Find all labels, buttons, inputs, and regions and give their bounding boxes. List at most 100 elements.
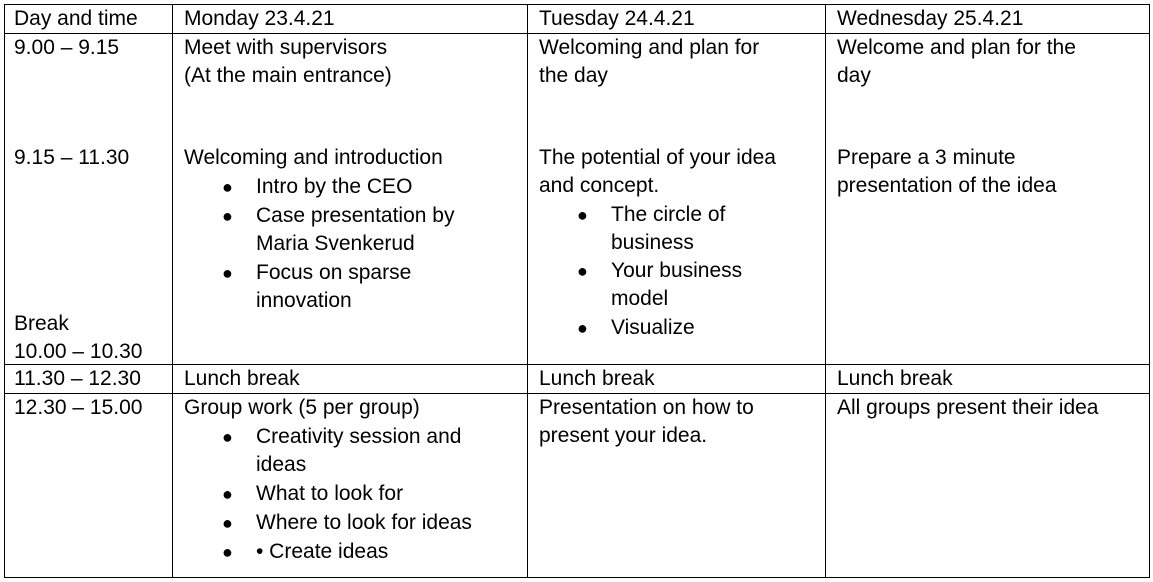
monday-pm-bullets-c: ● Where to look for ideas <box>184 509 472 537</box>
list-item-line1: Focus on sparse <box>256 261 412 284</box>
tuesday-potential-line2: and concept. <box>539 174 660 197</box>
header-wednesday-text: Wednesday 25.4.21 <box>837 7 1024 30</box>
wednesday-welcome: Welcome and plan for the day <box>837 34 1076 90</box>
list-item-line1: Where to look for ideas <box>256 511 472 534</box>
wednesday-prepare-line1: Prepare a 3 minute <box>837 146 1016 169</box>
monday-meet-line1: Meet with supervisors <box>184 36 388 59</box>
tuesday-potential-line1: The potential of your idea <box>539 146 776 169</box>
list-item-line1: What to look for <box>256 482 404 505</box>
list-item-line1: Creativity session and <box>256 425 462 448</box>
wednesday-lunch: Lunch break <box>837 365 953 393</box>
list-item-line1: The circle of <box>611 203 726 226</box>
wednesday-lunch-text: Lunch break <box>837 367 953 390</box>
list-item: ● Creativity session and ideas <box>184 423 461 479</box>
list-item-line1: • Create ideas <box>256 540 389 563</box>
monday-pm-bullets-b: ● What to look for <box>184 480 403 508</box>
tuesday-bullet-2: ● Your business model <box>539 257 742 313</box>
header-day-and-time: Day and time <box>14 5 138 33</box>
list-item: ● Your business model <box>539 257 742 313</box>
break-time: 10.00 – 10.30 <box>14 340 143 363</box>
tuesday-welcoming-line1: Welcoming and plan for <box>539 36 760 59</box>
header-tuesday: Tuesday 24.4.21 <box>539 5 695 33</box>
monday-welcoming-title: Welcoming and introduction <box>184 146 443 169</box>
tuesday-welcoming: Welcoming and plan for the day <box>539 34 759 90</box>
monday-pm-bullet-1: ● Creativity session and ideas <box>184 423 461 479</box>
monday-bullet-3: ● Focus on sparse innovation <box>184 259 411 315</box>
list-item-line1: Your business <box>611 259 743 282</box>
monday-bullets-c: ● Focus on sparse innovation <box>184 259 411 315</box>
monday-pm-bullets-d: ● • Create ideas <box>184 538 388 566</box>
time-slot-1230-text: 12.30 – 15.00 <box>14 396 143 419</box>
wednesday-prepare: Prepare a 3 minute presentation of the i… <box>837 144 1057 200</box>
bullet-icon: ● <box>222 484 233 504</box>
time-slot-1130-text: 11.30 – 12.30 <box>14 367 141 390</box>
monday-pm-bullet-2: ● What to look for <box>184 480 403 508</box>
break-label: Break <box>14 312 69 335</box>
list-item: ● • Create ideas <box>184 538 388 566</box>
list-item-line1: Intro by the CEO <box>256 175 413 198</box>
monday-lunch: Lunch break <box>184 365 300 393</box>
time-slot-0915: 9.15 – 11.30 <box>14 144 129 172</box>
bullet-icon: ● <box>577 261 588 281</box>
table-border-right <box>1149 4 1150 578</box>
tuesday-presentation: Presentation on how to present your idea… <box>539 394 754 450</box>
header-day-and-time-text: Day and time <box>14 7 138 30</box>
monday-group-work-title: Group work (5 per group) <box>184 396 420 419</box>
wednesday-groups-present-text: All groups present their idea <box>837 396 1099 419</box>
col-divider-2 <box>527 4 528 578</box>
header-tuesday-text: Tuesday 24.4.21 <box>539 7 695 30</box>
list-item-line1: Visualize <box>611 316 695 339</box>
time-slot-1230: 12.30 – 15.00 <box>14 394 142 422</box>
bullet-icon: ● <box>577 318 588 338</box>
bullet-icon: ● <box>222 542 233 562</box>
row-divider-header <box>4 33 1150 34</box>
tuesday-lunch: Lunch break <box>539 365 655 393</box>
wednesday-welcome-line1: Welcome and plan for the <box>837 36 1076 59</box>
header-wednesday: Wednesday 25.4.21 <box>837 5 1023 33</box>
tuesday-bullets-a: ● The circle of business <box>539 201 725 257</box>
tuesday-presentation-line2: present your idea. <box>539 424 708 447</box>
monday-meet-line2: (At the main entrance) <box>184 64 392 87</box>
list-item: ● Visualize <box>539 314 695 342</box>
list-item: ● What to look for <box>184 480 403 508</box>
bullet-icon: ● <box>222 263 233 283</box>
monday-bullets-a: ● Intro by the CEO <box>184 173 412 201</box>
list-item: ● The circle of business <box>539 201 725 257</box>
table-border-bottom <box>4 577 1150 578</box>
tuesday-welcoming-line2: the day <box>539 64 608 87</box>
list-item-line2: innovation <box>256 289 352 312</box>
monday-bullet-1: ● Intro by the CEO <box>184 173 412 201</box>
table-border-top <box>4 4 1150 5</box>
list-item: ● Intro by the CEO <box>184 173 412 201</box>
list-item: ● Focus on sparse innovation <box>184 259 411 315</box>
bullet-icon: ● <box>222 177 233 197</box>
col-divider-3 <box>825 4 826 578</box>
monday-pm-bullets-a: ● Creativity session and ideas <box>184 423 461 479</box>
break-info: Break 10.00 – 10.30 <box>14 310 142 366</box>
header-monday: Monday 23.4.21 <box>184 5 335 33</box>
bullet-icon: ● <box>222 206 233 226</box>
list-item-line1: Case presentation by <box>256 204 455 227</box>
header-monday-text: Monday 23.4.21 <box>184 7 335 30</box>
row-divider-morning <box>4 364 1150 365</box>
monday-lunch-text: Lunch break <box>184 367 300 390</box>
list-item: ● Where to look for ideas <box>184 509 472 537</box>
row-divider-lunch <box>4 393 1150 394</box>
bullet-icon: ● <box>222 427 233 447</box>
tuesday-bullets-b: ● Your business model <box>539 257 742 313</box>
time-slot-0900-text: 9.00 – 9.15 <box>14 36 120 59</box>
monday-meet-supervisors: Meet with supervisors (At the main entra… <box>184 34 392 90</box>
time-slot-1130: 11.30 – 12.30 <box>14 365 141 393</box>
tuesday-bullet-1: ● The circle of business <box>539 201 725 257</box>
wednesday-groups-present: All groups present their idea <box>837 394 1099 422</box>
monday-group-work: Group work (5 per group) <box>184 394 420 422</box>
monday-welcoming: Welcoming and introduction <box>184 144 443 172</box>
wednesday-welcome-line2: day <box>837 64 871 87</box>
list-item: ● Case presentation by Maria Svenkerud <box>184 202 454 258</box>
list-item-line2: Maria Svenkerud <box>256 232 415 255</box>
table-border-left <box>4 4 5 578</box>
monday-pm-bullet-4: ● • Create ideas <box>184 538 388 566</box>
tuesday-bullets-c: ● Visualize <box>539 314 695 342</box>
tuesday-lunch-text: Lunch break <box>539 367 655 390</box>
